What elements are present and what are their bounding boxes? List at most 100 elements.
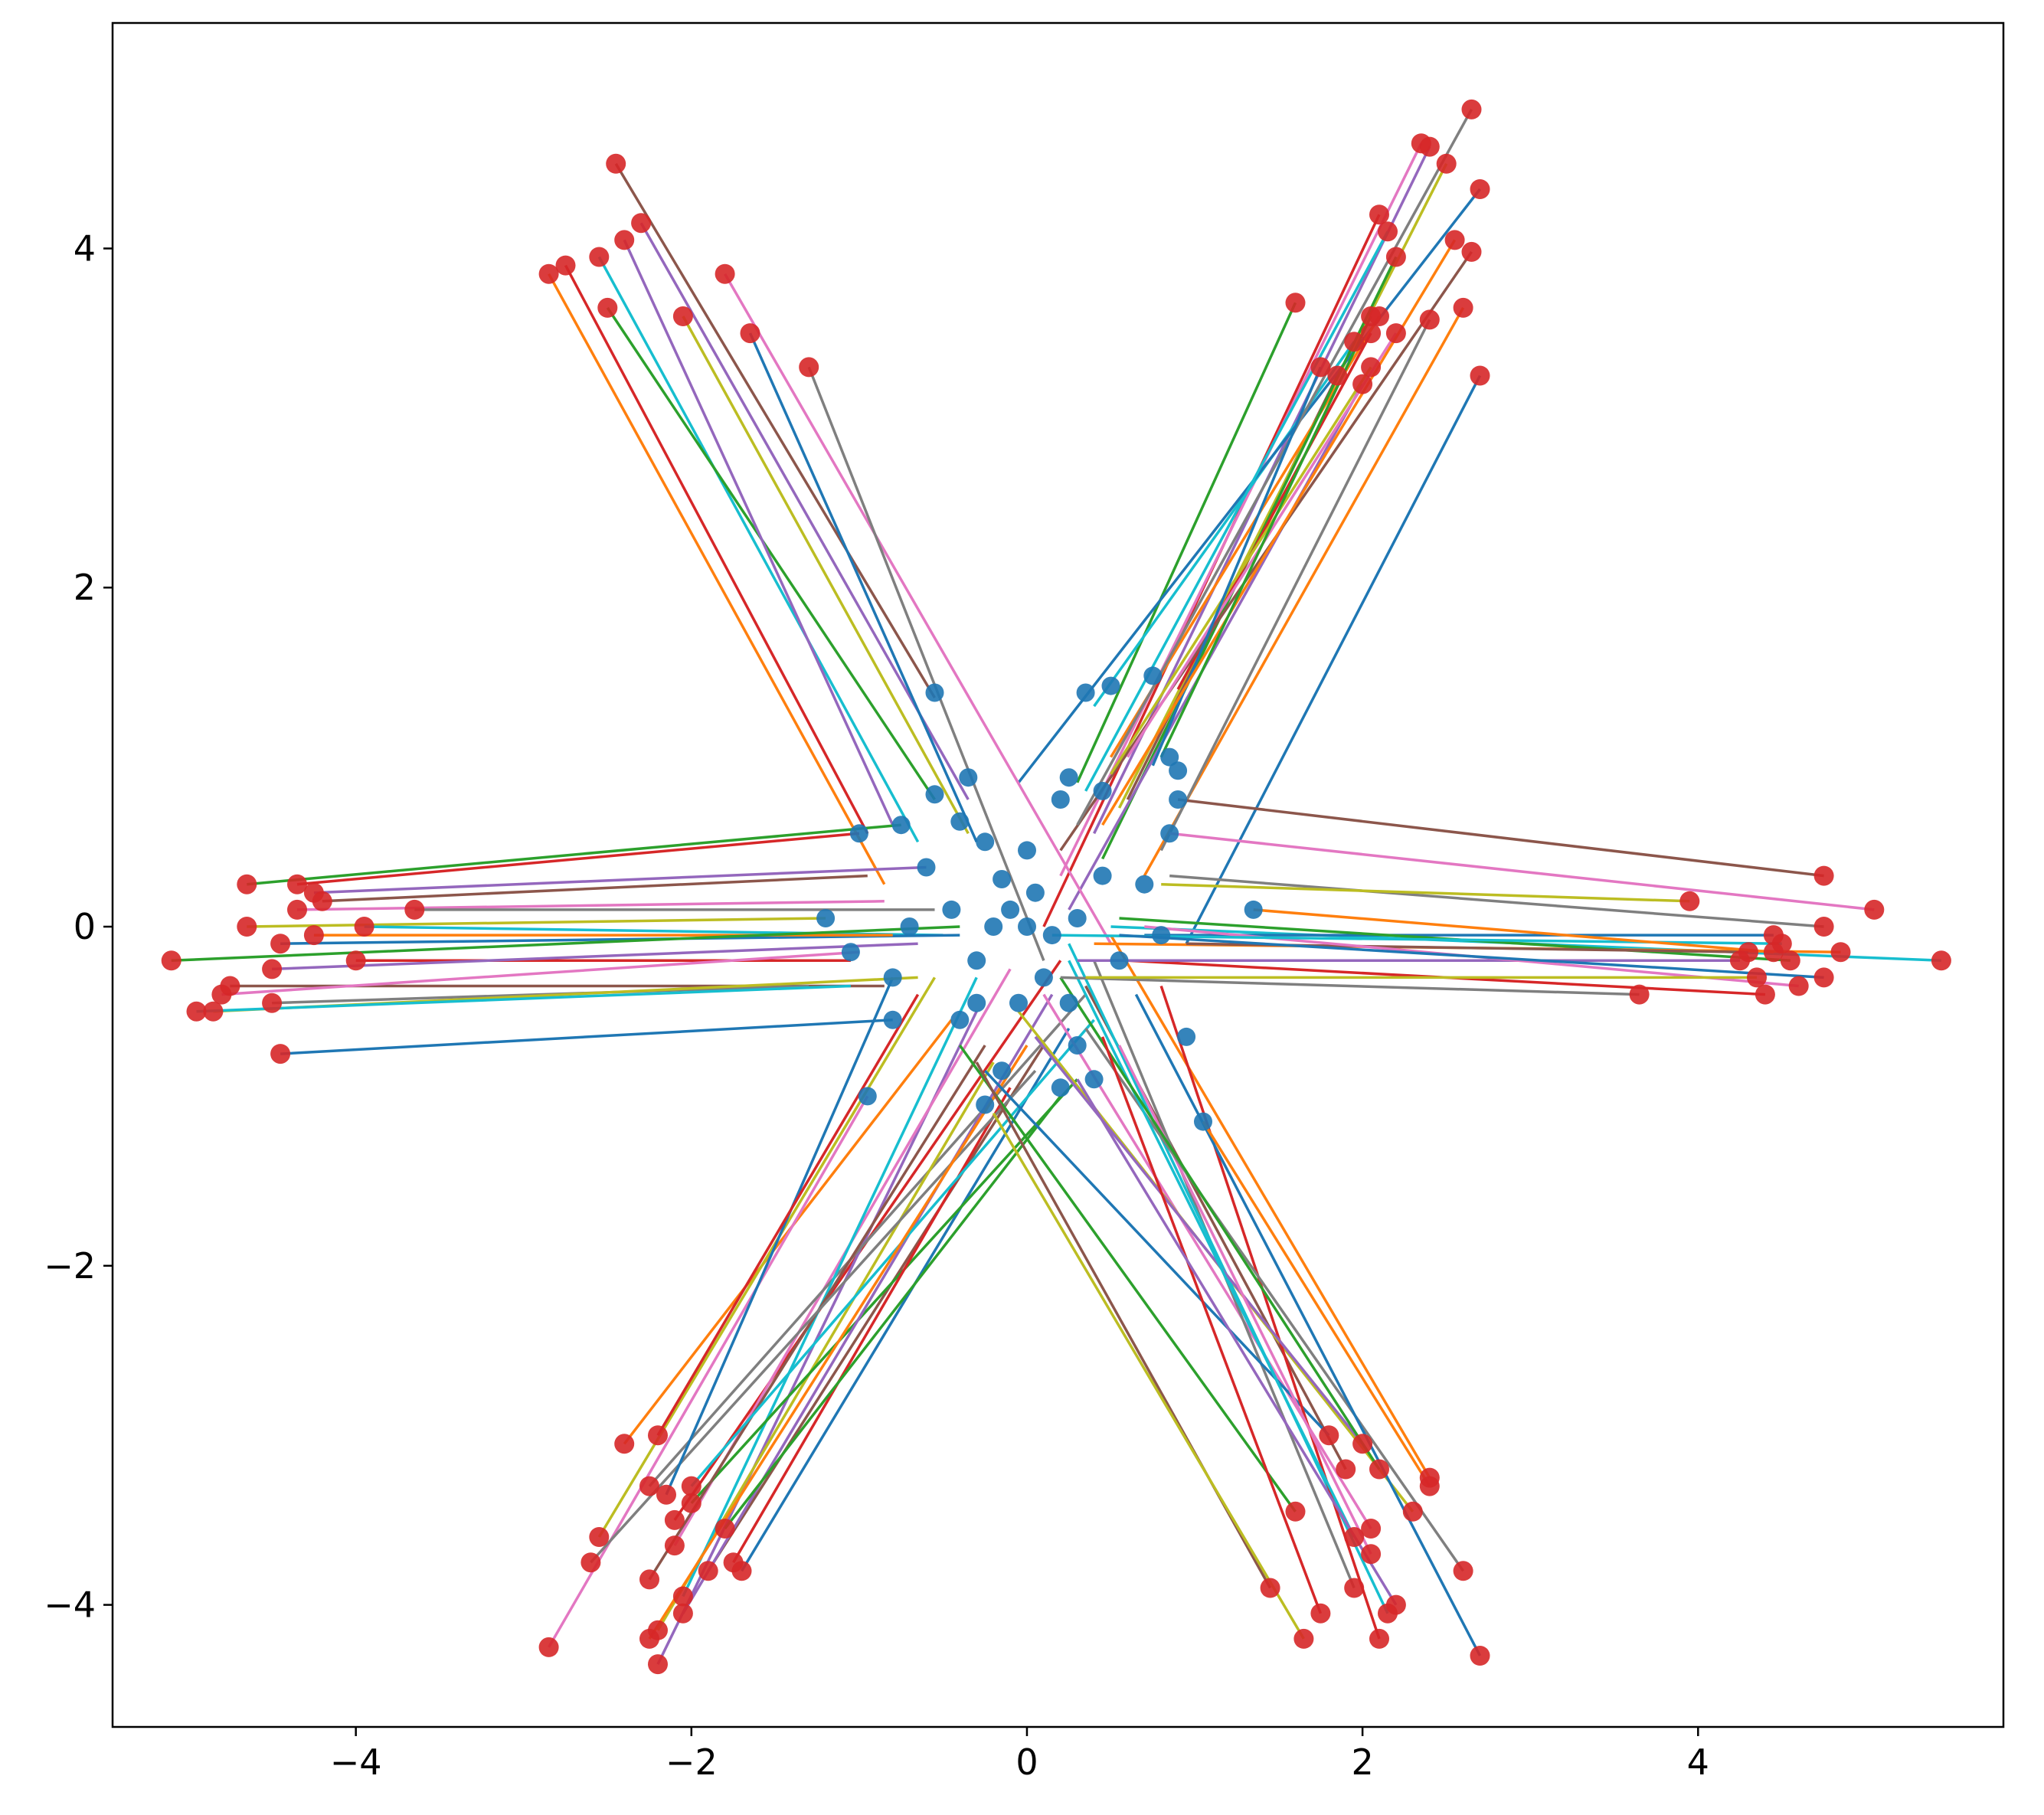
end-marker — [1419, 309, 1440, 330]
end-marker — [262, 959, 283, 979]
end-marker — [1285, 1501, 1306, 1522]
end-marker — [404, 899, 425, 920]
x-tick-label: 4 — [1687, 1741, 1709, 1783]
end-marker — [681, 1493, 702, 1513]
start-marker — [993, 870, 1012, 888]
start-marker — [925, 683, 944, 702]
end-marker — [1310, 357, 1331, 378]
end-marker — [1344, 1527, 1365, 1547]
trajectory-line — [656, 993, 920, 1437]
trajectory-line — [992, 1112, 1305, 1640]
end-marker — [639, 1476, 659, 1496]
trajectory-line — [1076, 302, 1297, 783]
trajectory-line — [724, 1095, 1062, 1530]
end-marker — [211, 984, 232, 1005]
plot-area — [161, 99, 1951, 1675]
start-marker — [1135, 875, 1154, 894]
trajectory-line — [732, 1087, 1012, 1564]
start-marker — [1059, 993, 1078, 1012]
trajectory-line — [1100, 1036, 1323, 1614]
end-marker — [1369, 1459, 1389, 1480]
start-marker — [1101, 676, 1120, 695]
trajectory-line — [682, 976, 978, 1598]
start-marker — [1059, 768, 1078, 787]
start-marker — [993, 1061, 1012, 1081]
start-marker — [858, 1087, 877, 1106]
trajectory-line — [272, 942, 918, 971]
trajectory-line — [1159, 985, 1381, 1640]
trajectory-line — [1060, 976, 1640, 996]
start-marker — [1143, 666, 1163, 685]
start-marker — [1068, 909, 1087, 927]
end-marker — [614, 1434, 635, 1454]
start-marker — [1042, 926, 1061, 945]
trajectory-line — [1169, 832, 1875, 911]
trajectory-line — [296, 832, 860, 886]
x-tick-label: −2 — [666, 1741, 718, 1783]
trajectory-line — [1159, 319, 1431, 852]
trajectory-line — [648, 1045, 1029, 1640]
trajectory-line — [690, 1019, 1095, 1487]
start-marker — [1051, 790, 1070, 809]
end-marker — [656, 1484, 676, 1505]
trajectory-line — [1169, 874, 1824, 928]
end-marker — [345, 950, 366, 971]
end-marker — [723, 1552, 744, 1573]
end-marker — [270, 934, 291, 954]
end-marker — [354, 917, 374, 937]
x-tick-label: 0 — [1015, 1741, 1038, 1783]
end-marker — [1385, 247, 1406, 267]
start-marker — [1110, 951, 1129, 970]
end-marker — [799, 357, 819, 378]
end-marker — [1336, 1459, 1356, 1480]
trajectory-line — [1117, 1045, 1372, 1555]
trajectory-line — [221, 950, 860, 996]
trajectory-line — [1202, 1120, 1431, 1487]
end-marker — [1293, 1628, 1314, 1649]
trajectory-line — [1119, 934, 1824, 979]
trajectory-line — [296, 900, 885, 911]
end-marker — [1419, 1476, 1440, 1496]
start-marker — [883, 968, 902, 987]
start-marker — [1018, 917, 1036, 936]
start-marker — [1025, 883, 1045, 902]
end-marker — [1679, 891, 1700, 911]
end-marker — [648, 1425, 668, 1446]
end-marker — [1285, 293, 1306, 313]
end-marker — [186, 1001, 207, 1022]
trajectory-line — [807, 366, 1045, 961]
start-marker — [900, 917, 919, 936]
start-marker — [925, 785, 944, 804]
trajectory-line — [958, 1044, 1297, 1512]
start-marker — [959, 768, 978, 787]
end-marker — [1344, 332, 1365, 352]
end-marker — [312, 891, 332, 911]
start-marker — [1018, 841, 1036, 860]
start-marker — [976, 832, 995, 852]
start-marker — [950, 812, 970, 831]
end-marker — [1385, 1594, 1406, 1615]
start-marker — [942, 900, 961, 919]
end-marker — [1352, 1434, 1373, 1454]
trajectory-line — [1076, 109, 1473, 826]
trajectory-line — [614, 162, 937, 698]
start-marker — [891, 816, 911, 835]
end-marker — [639, 1628, 659, 1649]
end-marker — [203, 1001, 224, 1022]
end-marker — [681, 1476, 702, 1496]
start-marker — [976, 1095, 995, 1114]
end-marker — [715, 263, 735, 284]
start-marker — [849, 824, 868, 843]
end-marker — [597, 297, 618, 318]
trajectory-line — [1068, 383, 1364, 911]
end-marker — [614, 230, 635, 250]
trajectory-line — [1076, 1078, 1398, 1606]
end-marker — [1738, 942, 1758, 963]
trajectory-line — [590, 1070, 1037, 1564]
end-marker — [698, 1561, 718, 1581]
end-marker — [287, 899, 307, 920]
trajectory-line — [1177, 798, 1824, 878]
end-marker — [270, 1044, 291, 1064]
y-tick-label: 4 — [74, 227, 96, 269]
